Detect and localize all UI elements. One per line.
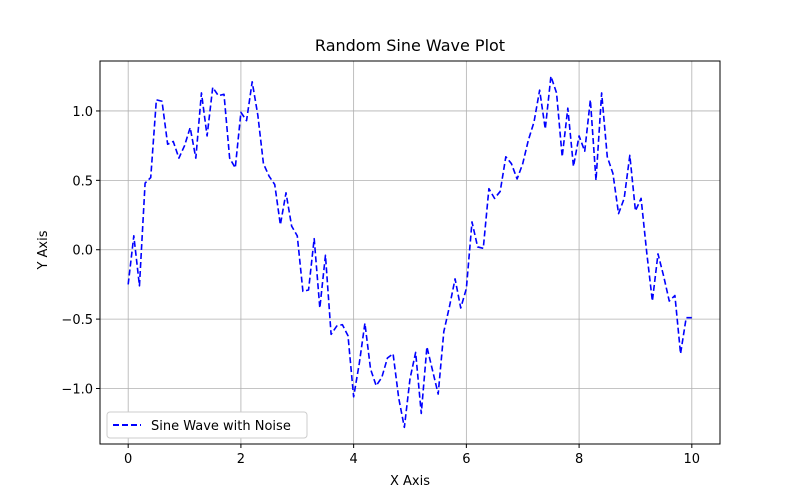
legend-box	[106, 411, 308, 439]
chart-title: Random Sine Wave Plot	[315, 36, 505, 55]
series-line	[127, 75, 692, 429]
grid	[100, 61, 720, 444]
x-axis-ticks: 0 2 4 6 8 10	[124, 444, 700, 467]
series-layer	[127, 75, 692, 429]
y-tick-label: 0.5	[72, 174, 93, 189]
y-axis-ticks: −1.0 −0.5 0.0 0.5 1.0	[61, 105, 100, 397]
x-tick-label: 2	[237, 452, 245, 467]
legend: Sine Wave with Noise	[106, 411, 308, 439]
x-tick-label: 4	[349, 452, 357, 467]
x-tick-label: 6	[462, 452, 470, 467]
x-tick-label: 8	[575, 452, 583, 467]
y-tick-label: −1.0	[61, 382, 93, 397]
plot-frame	[99, 60, 721, 445]
y-tick-label: 1.0	[72, 105, 93, 120]
legend-series-label: Sine Wave with Noise	[151, 419, 291, 434]
x-tick-label: 0	[124, 452, 132, 467]
x-tick-label: 10	[684, 452, 701, 467]
y-tick-label: 0.0	[72, 244, 93, 259]
y-tick-label: −0.5	[61, 313, 93, 328]
y-axis-label: Y Axis	[36, 230, 51, 270]
x-axis-label: X Axis	[390, 474, 430, 489]
